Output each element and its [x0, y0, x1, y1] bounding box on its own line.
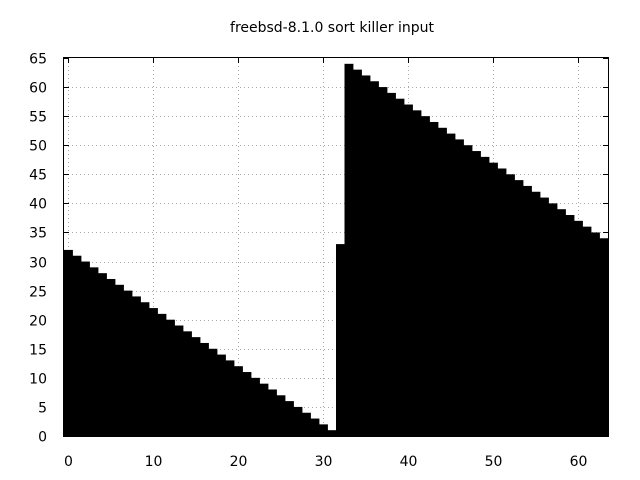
bar-31: [327, 430, 337, 436]
bar-12: [166, 319, 175, 436]
bar-0: [64, 249, 73, 436]
bar-14: [183, 331, 192, 436]
bar-1: [72, 255, 82, 436]
bar-57: [548, 203, 558, 436]
y-tick-label: 45: [29, 168, 47, 184]
y-tick-label: 15: [29, 343, 47, 359]
chart-title: freebsd-8.1.0 sort killer input: [230, 20, 434, 36]
y-tick-label: 50: [29, 139, 47, 155]
y-tick-label: 55: [29, 110, 47, 126]
bar-32: [336, 244, 345, 436]
bar-38: [387, 92, 396, 437]
bar-62: [591, 232, 600, 436]
bar-10: [149, 308, 158, 436]
y-tick-label: 40: [29, 197, 47, 213]
bar-34: [353, 69, 362, 436]
bar-28: [302, 412, 311, 436]
x-tick-label: 20: [230, 454, 248, 470]
x-tick-label: 50: [485, 454, 503, 470]
bar-8: [132, 296, 141, 436]
bar-20: [234, 366, 243, 436]
bar-19: [225, 360, 235, 436]
bar-63: [599, 238, 609, 436]
bar-27: [293, 406, 303, 436]
bar-3: [89, 267, 99, 436]
bar-21: [242, 372, 252, 436]
bar-59: [565, 215, 575, 436]
bar-4: [98, 273, 107, 436]
bar-26: [285, 401, 294, 436]
bars: [64, 63, 609, 437]
bar-52: [506, 174, 515, 437]
bar-40: [404, 104, 413, 437]
bar-54: [523, 185, 532, 436]
bar-18: [217, 354, 226, 436]
bar-24: [268, 389, 277, 436]
bar-7: [123, 290, 133, 436]
y-tick-label: 60: [29, 81, 47, 97]
bar-22: [251, 377, 260, 436]
bar-58: [557, 209, 566, 436]
bar-29: [310, 418, 320, 436]
bar-37: [378, 87, 388, 437]
bar-42: [421, 116, 430, 437]
x-axis: 0 10 20 30 40 50 60: [64, 58, 587, 470]
bar-2: [81, 261, 90, 436]
bar-6: [115, 284, 124, 436]
bar-43: [429, 121, 439, 436]
y-tick-label: 5: [38, 401, 47, 417]
plot-frame: [63, 57, 609, 437]
bar-47: [463, 145, 473, 436]
bar-46: [455, 139, 464, 436]
bar-60: [574, 220, 583, 436]
bar-56: [540, 197, 549, 436]
bar-23: [259, 383, 269, 436]
bar-15: [191, 337, 201, 436]
x-tick-label: 60: [570, 454, 588, 470]
bar-9: [140, 302, 150, 436]
bar-48: [472, 151, 481, 437]
bar-44: [438, 127, 447, 437]
bar-49: [480, 156, 490, 436]
y-tick-label: 20: [29, 314, 47, 330]
y-tick-label: 30: [29, 256, 47, 272]
x-tick-label: 10: [145, 454, 163, 470]
y-axis: 0 5 10 15 20 25 30 35 40 45 50 55 60 65: [29, 52, 608, 446]
bar-36: [370, 81, 379, 436]
bar-13: [174, 325, 184, 436]
bar-50: [489, 162, 498, 436]
bar-53: [514, 180, 524, 436]
bar-41: [412, 110, 422, 436]
x-tick-label: 40: [400, 454, 418, 470]
bar-25: [276, 395, 286, 436]
bar-30: [319, 424, 328, 436]
y-tick-label: 10: [29, 372, 47, 388]
y-tick-label: 65: [29, 52, 47, 68]
bar-35: [361, 75, 371, 436]
bar-16: [200, 342, 209, 436]
x-tick-label: 30: [315, 454, 333, 470]
bar-11: [157, 313, 167, 436]
y-tick-label: 0: [38, 430, 47, 446]
bar-61: [582, 226, 592, 436]
bar-45: [446, 133, 456, 436]
bar-51: [497, 168, 507, 436]
x-tick-label: 0: [64, 454, 73, 470]
y-tick-label: 25: [29, 285, 47, 301]
bar-5: [106, 278, 116, 436]
y-tick-label: 35: [29, 226, 47, 242]
bar-17: [208, 348, 218, 436]
bar-33: [344, 63, 354, 437]
bar-55: [531, 191, 541, 436]
bar-39: [395, 98, 405, 436]
